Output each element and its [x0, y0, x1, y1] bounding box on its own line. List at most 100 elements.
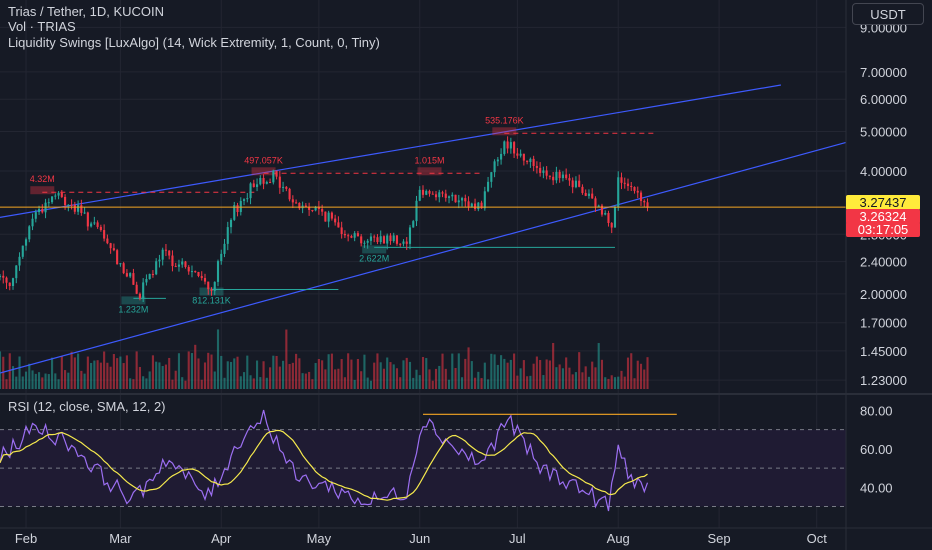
- volume-bar: [90, 362, 93, 389]
- candle-body: [418, 189, 421, 201]
- volume-bar: [503, 358, 506, 389]
- volume-bar: [184, 380, 187, 389]
- candle-body: [177, 264, 181, 267]
- candle-body: [213, 281, 216, 291]
- volume-bar: [116, 358, 119, 389]
- time-tick-label: Apr: [211, 531, 232, 546]
- volume-bar: [516, 375, 519, 389]
- candle-body: [67, 204, 70, 206]
- candle-body: [57, 192, 60, 196]
- candle-body: [151, 273, 154, 275]
- last-price-tag: 3.27437: [846, 195, 920, 210]
- volume-bar: [513, 353, 516, 389]
- volume-bar: [148, 371, 151, 389]
- candle-body: [337, 222, 340, 228]
- volume-bar: [138, 366, 141, 389]
- rsi-legend[interactable]: RSI (12, close, SMA, 12, 2): [8, 399, 166, 414]
- volume-bar: [41, 377, 44, 389]
- candle-body: [291, 199, 294, 203]
- rsi-moving-average: [0, 429, 648, 501]
- volume-bar: [353, 379, 356, 389]
- volume-bar: [285, 329, 288, 389]
- current-price-tag: 3.26324: [846, 209, 920, 224]
- symbol-title[interactable]: Trias / Tether, 1D, KUCOIN: [8, 4, 165, 19]
- candle-body: [311, 209, 314, 211]
- volume-bar: [402, 360, 405, 389]
- volume-bar: [132, 379, 135, 389]
- volume-bar: [77, 353, 80, 389]
- candle-body: [31, 218, 34, 227]
- candle-body: [28, 226, 31, 240]
- candle-body: [561, 174, 564, 179]
- candle-body: [34, 212, 37, 219]
- volume-bar: [298, 358, 301, 389]
- volume-bar: [389, 362, 392, 389]
- price-tick-label: 1.70000: [860, 316, 907, 331]
- volume-bar: [438, 365, 441, 389]
- rsi-background: [0, 429, 846, 508]
- indicator-legend[interactable]: Liquidity Swings [LuxAlgo] (14, Wick Ext…: [8, 35, 380, 50]
- volume-bar: [506, 362, 509, 389]
- candle-body: [490, 172, 493, 182]
- volume-bar: [594, 367, 597, 389]
- volume-bar: [412, 377, 415, 389]
- rsi-tick-label: 40.00: [860, 480, 893, 495]
- swing-volume-label: 812.131K: [192, 296, 231, 306]
- volume-bar: [301, 373, 304, 389]
- candle-body: [252, 183, 255, 187]
- volume-bar: [122, 363, 125, 389]
- candle-body: [174, 266, 177, 268]
- candle-body: [142, 282, 145, 299]
- volume-bar: [324, 369, 327, 389]
- time-tick-label: May: [307, 531, 332, 546]
- volume-bar: [278, 366, 281, 389]
- volume-bar: [24, 371, 28, 389]
- candle-body: [519, 153, 522, 156]
- volume-bar: [630, 353, 633, 389]
- candle-body: [584, 192, 587, 196]
- volume-bar: [421, 356, 425, 389]
- volume-bar: [487, 379, 490, 389]
- candle-body: [496, 159, 499, 162]
- candle-body: [535, 166, 538, 168]
- candle-body: [106, 238, 109, 244]
- channel-line: [0, 84, 782, 218]
- candle-body: [636, 190, 639, 193]
- volume-bar: [308, 371, 311, 389]
- volume-bar: [109, 366, 112, 389]
- candle-body: [109, 243, 112, 249]
- rsi-line: [0, 409, 649, 512]
- candle-body: [626, 183, 630, 186]
- candle-body: [552, 176, 555, 181]
- volume-bar: [552, 342, 555, 389]
- candle-body: [8, 282, 11, 287]
- volume-bar: [291, 362, 294, 389]
- currency-button[interactable]: USDT: [852, 3, 924, 25]
- volume-bar: [295, 353, 298, 389]
- price-tick-label: 2.40000: [860, 255, 907, 270]
- volume-bar: [425, 358, 428, 389]
- volume-bar: [623, 376, 626, 389]
- candle-body: [103, 230, 106, 239]
- volume-bar: [613, 377, 617, 389]
- volume-legend[interactable]: Vol · TRIAS: [8, 19, 76, 34]
- swing-volume-label: 497.057K: [244, 155, 283, 165]
- volume-bar: [213, 371, 216, 389]
- candle-body: [70, 204, 73, 206]
- candle-body: [321, 209, 324, 212]
- candle-body: [574, 180, 577, 188]
- volume-bar: [80, 370, 83, 389]
- volume-bar: [161, 366, 164, 389]
- volume-bar: [321, 360, 324, 389]
- candle-body: [197, 271, 200, 277]
- volume-bar: [181, 377, 184, 389]
- price-tick-label: 6.00000: [860, 92, 907, 107]
- volume-bar: [119, 356, 122, 389]
- volume-bar: [168, 357, 171, 389]
- candle-body: [41, 208, 44, 213]
- volume-bar: [561, 368, 564, 389]
- candle-body: [539, 167, 542, 173]
- candle-body: [594, 198, 597, 207]
- volume-bar: [496, 364, 499, 389]
